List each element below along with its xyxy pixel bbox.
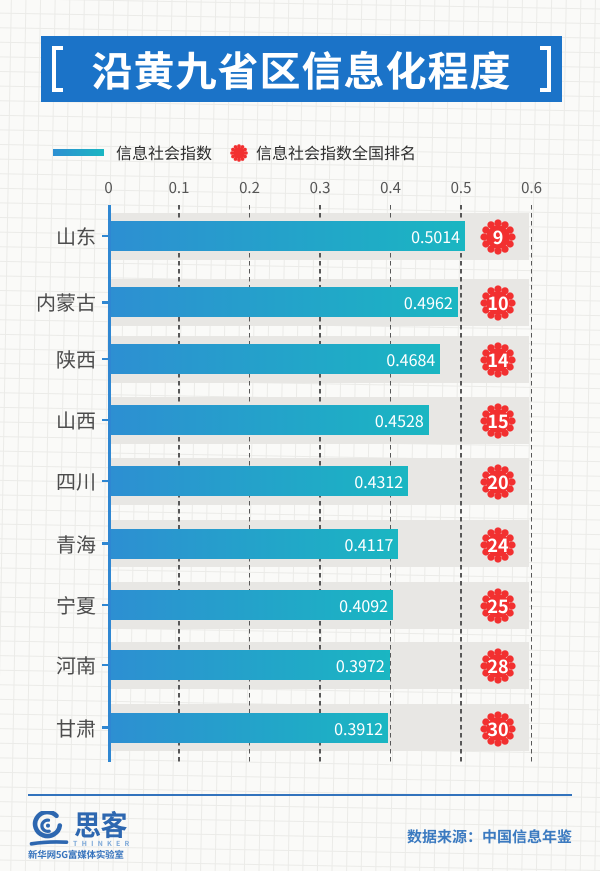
- rank-badge: 30: [480, 710, 516, 747]
- flower-icon: [480, 464, 516, 500]
- axis-tick: [102, 418, 109, 422]
- value-bar: 0.4528: [111, 405, 429, 435]
- flower-icon: [480, 342, 516, 378]
- value-bar: 0.4684: [111, 344, 441, 374]
- rank-badge: 9: [480, 219, 516, 255]
- category-label: 山西: [56, 405, 96, 434]
- x-tick-label: 0.2: [239, 177, 260, 198]
- y-axis-line: [108, 205, 111, 762]
- rank-number: 14: [487, 347, 509, 373]
- bar-value-label: 0.3972: [335, 653, 385, 677]
- bar-value-label: 0.4312: [354, 469, 404, 493]
- axis-tick: [102, 542, 109, 545]
- rank-number: 9: [492, 224, 504, 250]
- x-tick-label: 0.3: [309, 177, 331, 198]
- x-tick-label: 0: [104, 177, 113, 198]
- legend-label-index: 信息社会指数: [116, 140, 213, 164]
- swirl-icon: [29, 809, 69, 846]
- rank-badge: 20: [480, 464, 516, 500]
- legend-bar-swatch: [53, 149, 104, 156]
- x-tick-label: 0.6: [521, 177, 542, 198]
- category-label: 山东: [56, 221, 96, 250]
- axis-tick: [102, 663, 109, 667]
- category-label: 内蒙古: [36, 287, 96, 317]
- value-bar: 0.4962: [111, 287, 458, 318]
- value-bar: 0.5014: [111, 221, 465, 251]
- gridline: [530, 205, 533, 762]
- rank-badge: 15: [480, 403, 516, 439]
- logo-org-text: 新华网5G富媒体实验室: [28, 847, 124, 861]
- value-bar: 0.4312: [111, 466, 409, 496]
- legend-flower-icon: [230, 143, 248, 162]
- rank-badge: 14: [480, 342, 516, 378]
- flower-icon: [480, 285, 516, 322]
- flower-icon: [480, 403, 516, 439]
- bar-value-label: 0.4528: [374, 408, 424, 432]
- value-bar: 0.4092: [111, 590, 393, 620]
- value-bar: 0.4117: [111, 528, 399, 559]
- category-label: 甘肃: [56, 712, 96, 742]
- bar-value-label: 0.3912: [334, 715, 383, 740]
- logo-cn-text: 思客: [74, 802, 128, 845]
- logo-en-text: THINKER: [73, 839, 134, 849]
- category-label: 四川: [56, 466, 96, 495]
- axis-tick: [102, 301, 109, 304]
- x-tick-label: 0.5: [450, 177, 472, 198]
- flower-icon: [480, 648, 516, 684]
- axis-tick: [102, 603, 109, 607]
- rank-badge: 28: [480, 648, 516, 684]
- title-banner: 沿黄九省区信息化程度: [41, 36, 562, 102]
- rank-number: 15: [487, 408, 509, 434]
- bar-value-label: 0.4117: [344, 531, 394, 556]
- rank-number: 30: [487, 715, 509, 742]
- data-source-text: 数据来源：中国信息年鉴: [406, 826, 572, 847]
- bar-value-label: 0.4684: [386, 347, 436, 371]
- rank-badge: 25: [480, 588, 516, 624]
- flower-icon: [480, 588, 516, 624]
- category-label: 宁夏: [56, 590, 96, 619]
- page-title: 沿黄九省区信息化程度: [91, 38, 512, 98]
- flower-icon: [480, 219, 516, 255]
- rank-number: 24: [487, 531, 509, 558]
- footer-divider: [28, 794, 572, 796]
- axis-tick: [102, 234, 109, 238]
- flower-icon: [230, 144, 248, 162]
- value-bar: 0.3972: [111, 650, 390, 680]
- axis-tick: [102, 479, 109, 483]
- rank-number: 20: [487, 469, 509, 495]
- rank-badge: 10: [480, 285, 516, 322]
- rank-number: 10: [487, 290, 509, 317]
- bar-value-label: 0.4092: [339, 593, 388, 617]
- category-label: 青海: [56, 528, 96, 558]
- bar-value-label: 0.4962: [403, 290, 453, 315]
- gridline: [460, 205, 462, 762]
- legend-label-rank: 信息社会指数全国排名: [256, 140, 417, 164]
- left-bracket-icon: [52, 46, 63, 92]
- value-bar: 0.3912: [111, 712, 388, 743]
- thinker-logo-icon: [28, 809, 70, 851]
- category-label: 陕西: [56, 344, 96, 373]
- flower-icon: [480, 526, 516, 563]
- rank-badge: 24: [480, 526, 516, 563]
- axis-tick: [102, 726, 109, 729]
- x-tick-label: 0.1: [168, 177, 190, 198]
- x-tick-label: 0.4: [380, 177, 401, 198]
- rank-number: 28: [487, 653, 509, 679]
- rank-number: 25: [487, 593, 509, 619]
- axis-tick: [102, 357, 109, 361]
- bar-value-label: 0.5014: [411, 224, 460, 248]
- flower-icon: [480, 710, 516, 747]
- category-label: 河南: [56, 650, 96, 679]
- right-bracket-icon: [540, 46, 551, 92]
